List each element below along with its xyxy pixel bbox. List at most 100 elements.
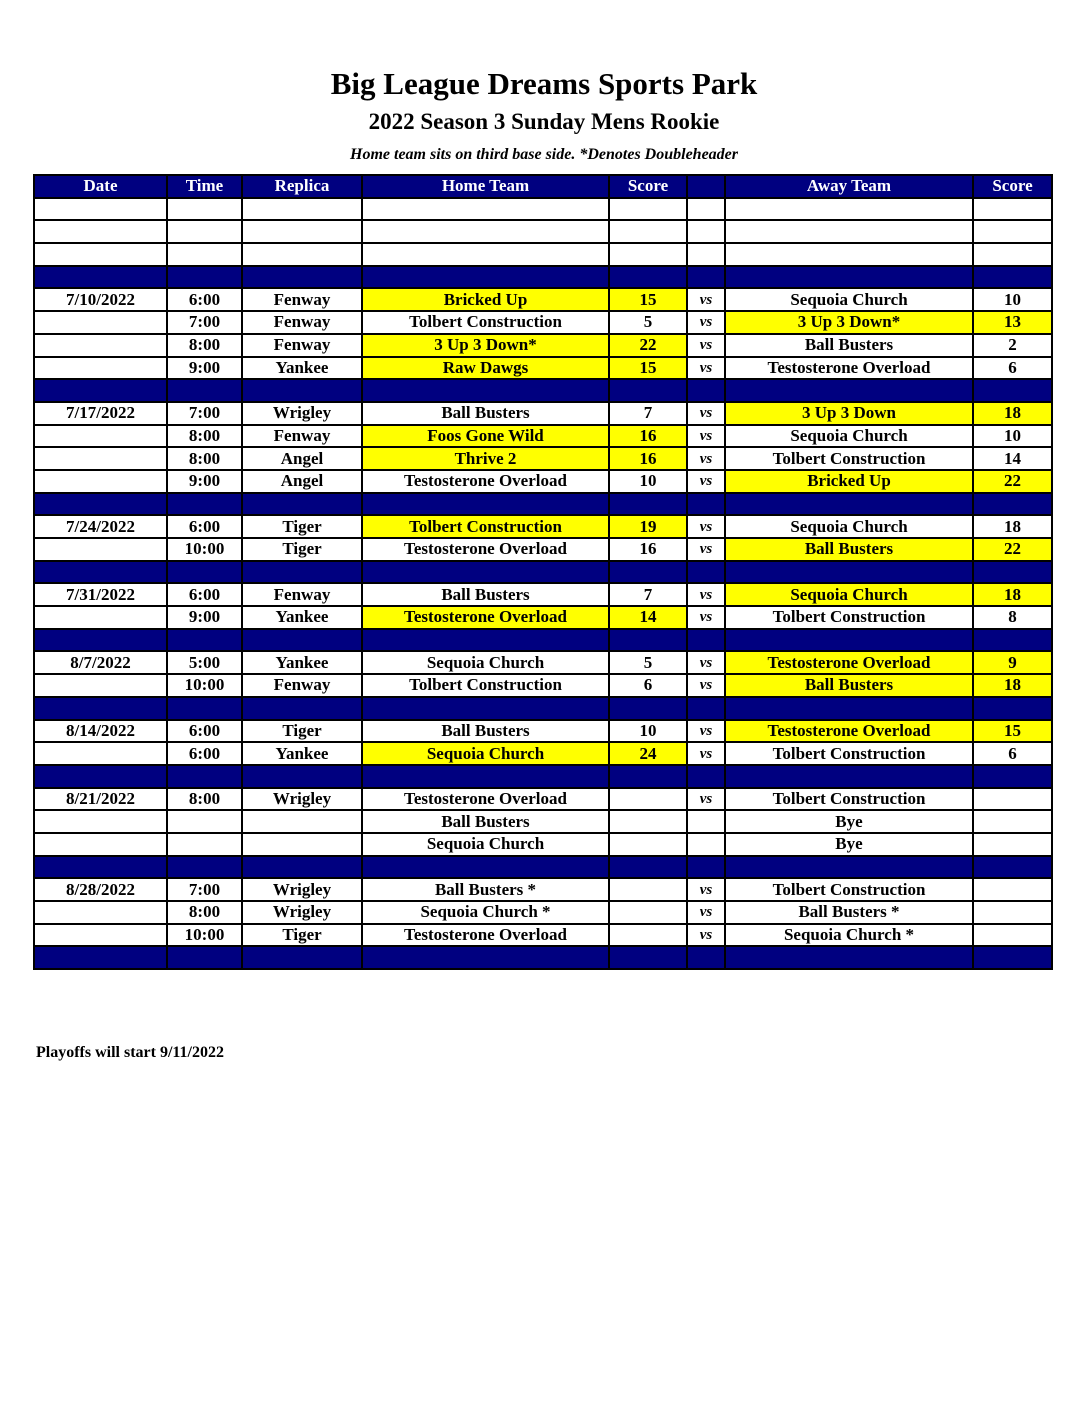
home-score-cell: 22 <box>608 332 688 358</box>
time-cell: 8:00 <box>166 786 243 812</box>
home-team-cell <box>361 264 610 290</box>
home-team-cell: Ball Busters <box>361 582 610 608</box>
home-score-cell <box>608 242 688 267</box>
away-team-cell <box>724 695 974 721</box>
separator-row <box>33 559 1053 585</box>
vs-cell <box>686 695 726 721</box>
home-team-cell: Tolbert Construction <box>361 514 610 539</box>
separator-row <box>33 264 1053 290</box>
date-cell <box>33 468 168 494</box>
away-score-cell <box>972 922 1053 948</box>
replica-cell: Fenway <box>241 423 363 449</box>
away-team-cell: Testosterone Overload <box>724 355 974 381</box>
home-score-cell: 5 <box>608 650 688 676</box>
away-team-cell: Tolbert Construction <box>724 786 974 812</box>
date-cell: 7/17/2022 <box>33 400 168 426</box>
vs-cell <box>686 378 726 403</box>
away-score-cell <box>972 264 1053 290</box>
away-team-cell: Testosterone Overload <box>724 718 974 744</box>
time-cell <box>166 627 243 653</box>
col-date: Date <box>33 174 168 199</box>
away-team-cell <box>724 242 974 267</box>
away-score-cell <box>972 559 1053 585</box>
time-cell <box>166 945 243 971</box>
time-cell: 10:00 <box>166 922 243 948</box>
date-cell: 7/31/2022 <box>33 582 168 608</box>
home-score-cell <box>608 877 688 902</box>
date-cell <box>33 378 168 403</box>
away-team-cell: Bye <box>724 831 974 857</box>
home-team-cell: Testosterone Overload <box>361 468 610 494</box>
vs-cell: vs <box>686 582 726 608</box>
vs-cell <box>686 854 726 880</box>
col-replica: Replica <box>241 174 363 199</box>
time-cell: 9:00 <box>166 605 243 630</box>
home-score-cell: 7 <box>608 400 688 426</box>
home-score-cell: 14 <box>608 605 688 630</box>
away-team-cell <box>724 264 974 290</box>
home-score-cell: 10 <box>608 468 688 494</box>
away-team-cell <box>724 763 974 789</box>
blank-row <box>33 242 1053 267</box>
date-cell <box>33 605 168 630</box>
time-cell <box>166 559 243 585</box>
home-team-cell: Raw Dawgs <box>361 355 610 381</box>
date-cell <box>33 673 168 698</box>
replica-cell: Tiger <box>241 922 363 948</box>
schedule-table: Date Time Replica Home Team Score Away T… <box>33 174 1053 971</box>
date-cell <box>33 741 168 766</box>
time-cell: 7:00 <box>166 877 243 902</box>
time-cell: 10:00 <box>166 673 243 698</box>
game-row: 9:00 Angel Testosterone Overload 10 vs Bricke… <box>33 468 1053 494</box>
replica-cell <box>241 763 363 789</box>
home-score-cell <box>608 831 688 857</box>
blank-row <box>33 196 1053 222</box>
away-score-cell: 14 <box>972 446 1053 471</box>
replica-cell <box>241 809 363 834</box>
home-team-cell <box>361 854 610 880</box>
vs-cell: vs <box>686 446 726 471</box>
away-score-cell: 10 <box>972 287 1053 313</box>
home-team-cell <box>361 945 610 971</box>
time-cell: 8:00 <box>166 423 243 449</box>
away-team-cell: 3 Up 3 Down* <box>724 310 974 335</box>
replica-cell <box>241 831 363 857</box>
away-score-cell: 18 <box>972 514 1053 539</box>
time-cell <box>166 854 243 880</box>
home-score-cell <box>608 786 688 812</box>
home-team-cell: Ball Busters <box>361 809 610 834</box>
replica-cell: Tiger <box>241 537 363 562</box>
away-team-cell: Ball Busters <box>724 537 974 562</box>
vs-cell: vs <box>686 673 726 698</box>
home-team-cell <box>361 763 610 789</box>
away-team-cell <box>724 854 974 880</box>
home-score-cell: 24 <box>608 741 688 766</box>
home-score-cell <box>608 264 688 290</box>
game-row: Ball Busters Bye <box>33 809 1053 834</box>
vs-cell <box>686 196 726 222</box>
page-title: Big League Dreams Sports Park <box>330 66 758 101</box>
away-score-cell: 22 <box>972 468 1053 494</box>
home-team-cell <box>361 219 610 245</box>
vs-cell: vs <box>686 741 726 766</box>
replica-cell: Fenway <box>241 287 363 313</box>
date-cell: 7/10/2022 <box>33 287 168 313</box>
time-cell <box>166 196 243 222</box>
away-team-cell <box>724 378 974 403</box>
home-score-cell: 16 <box>608 537 688 562</box>
home-team-cell: Testosterone Overload <box>361 537 610 562</box>
time-cell: 6:00 <box>166 741 243 766</box>
game-row: 8/21/2022 8:00 Wrigley Testosterone Overloa… <box>33 786 1053 812</box>
home-team-cell: Bricked Up <box>361 287 610 313</box>
away-score-cell: 18 <box>972 673 1053 698</box>
vs-cell: vs <box>686 537 726 562</box>
game-row: 10:00 Fenway Tolbert Construction 6 vs Ball B… <box>33 673 1053 698</box>
time-cell <box>166 809 243 834</box>
vs-cell: vs <box>686 400 726 426</box>
home-team-cell: Ball Busters * <box>361 877 610 902</box>
date-cell <box>33 355 168 381</box>
home-team-cell <box>361 627 610 653</box>
home-team-cell: Tolbert Construction <box>361 673 610 698</box>
game-row: 10:00 Tiger Testosterone Overload 16 vs Ball … <box>33 537 1053 562</box>
replica-cell: Wrigley <box>241 400 363 426</box>
